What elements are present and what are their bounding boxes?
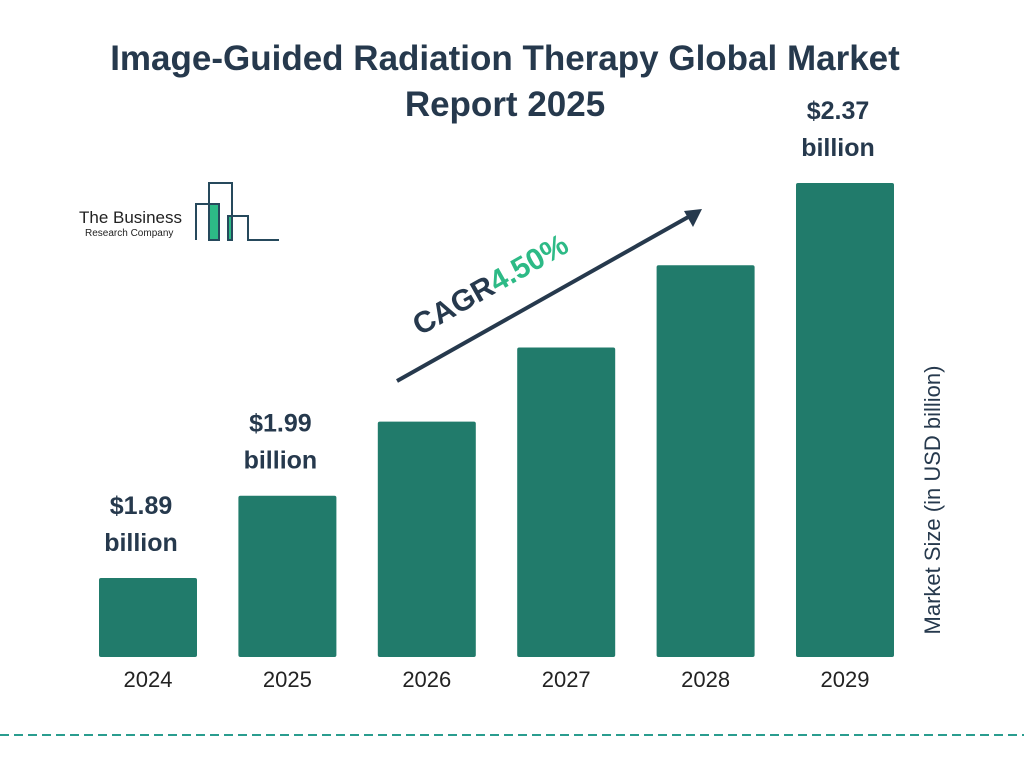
- arrow-head-icon: [684, 209, 702, 227]
- chart-title: Image-Guided Radiation Therapy Global Ma…: [110, 39, 900, 124]
- bar-2024: [99, 577, 197, 657]
- value-label-2029-2: billion: [801, 134, 875, 162]
- x-tick-2027: 2027: [542, 667, 591, 692]
- x-tick-2025: 2025: [263, 667, 312, 692]
- value-label-2024-2: billion: [104, 529, 178, 557]
- value-label-2024-1: $1.89: [110, 492, 173, 520]
- x-tick-2029: 2029: [821, 667, 870, 692]
- logo-line2: Research Company: [85, 228, 173, 239]
- bar-2025: [238, 495, 337, 657]
- trend-arrow-line: [396, 214, 691, 383]
- x-tick-2028: 2028: [681, 667, 730, 692]
- bar-2027: [517, 347, 616, 657]
- x-tick-2024: 2024: [124, 667, 173, 692]
- value-label-2029-1: $2.37: [807, 97, 870, 125]
- y-axis-label: Market Size (in USD billion): [920, 366, 945, 635]
- bar-2026: [377, 421, 476, 657]
- bar-2028: [656, 265, 755, 657]
- x-tick-2026: 2026: [402, 667, 451, 692]
- logo-line1: The Business: [79, 208, 182, 227]
- bar-2029: [796, 182, 894, 657]
- value-label-2025-1: $1.99: [249, 410, 312, 438]
- logo: The Business Research Company: [79, 182, 279, 241]
- value-label-2025-2: billion: [244, 447, 318, 475]
